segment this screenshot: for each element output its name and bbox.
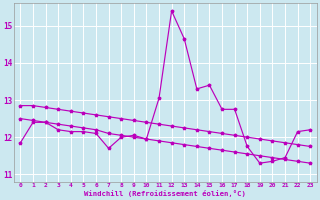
X-axis label: Windchill (Refroidissement éolien,°C): Windchill (Refroidissement éolien,°C) <box>84 190 246 197</box>
